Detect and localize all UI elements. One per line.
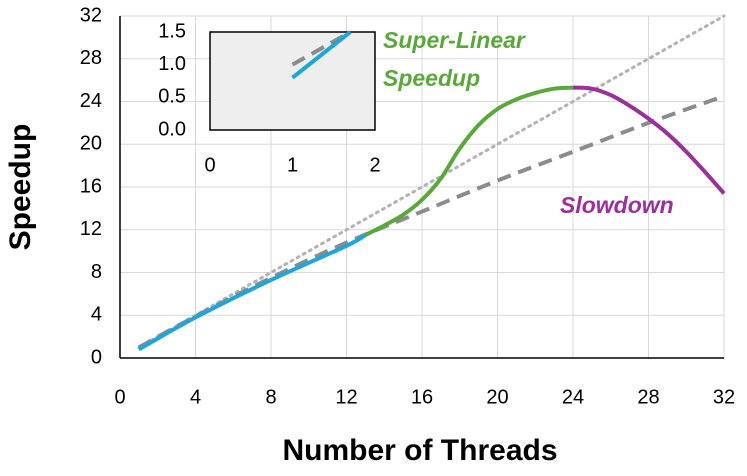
series-line: [137, 233, 367, 352]
x-tick-label: 1: [287, 154, 298, 176]
x-axis-title: Number of Threads: [282, 434, 557, 467]
series-line: [137, 94, 725, 350]
y-tick-label: 32: [80, 4, 102, 26]
annotation: Speedup: [383, 65, 480, 91]
x-tick-label: 24: [562, 386, 584, 408]
y-tick-label: 12: [80, 218, 102, 240]
x-tick-label: 20: [486, 386, 508, 408]
x-tick-label: 16: [411, 386, 433, 408]
x-tick-label: 2: [369, 154, 380, 176]
y-tick-label: 0.5: [158, 86, 186, 108]
x-tick-label: 8: [265, 386, 276, 408]
y-tick-label: 16: [80, 175, 102, 197]
annotation: Slowdown: [560, 192, 674, 218]
x-tick-label: 0: [204, 154, 215, 176]
y-tick-label: 1.5: [158, 20, 186, 42]
y-tick-label: 20: [80, 133, 102, 155]
x-tick-label: 32: [713, 386, 735, 408]
series-line: [364, 85, 574, 237]
y-tick-label: 24: [80, 90, 102, 112]
y-tick-label: 28: [80, 47, 102, 69]
series-line: [291, 30, 352, 80]
y-tick-label: 0.0: [158, 118, 186, 140]
y-tick-label: 4: [91, 304, 102, 326]
y-axis-title: Speedup: [4, 124, 37, 251]
x-tick-label: 28: [637, 386, 659, 408]
y-tick-label: 0: [91, 346, 102, 368]
x-tick-label: 4: [190, 386, 201, 408]
series-line: [291, 30, 352, 67]
y-tick-label: 1.0: [158, 53, 186, 75]
series-line: [572, 85, 726, 195]
x-tick-label: 12: [335, 386, 357, 408]
x-tick-label: 0: [114, 386, 125, 408]
y-tick-label: 8: [91, 261, 102, 283]
inset-background: [209, 31, 376, 131]
annotation: Super-Linear: [383, 27, 526, 53]
